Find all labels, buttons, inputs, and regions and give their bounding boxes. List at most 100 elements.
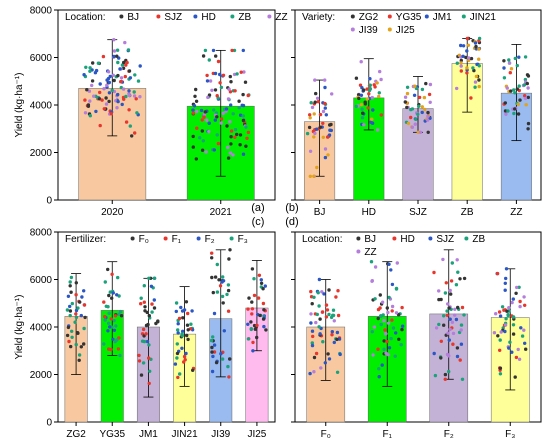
data-point-a-1-48 (205, 73, 209, 78)
data-point-b-1-11 (379, 77, 383, 82)
data-point-d-2-21 (455, 346, 460, 350)
data-point-d-0-11 (310, 341, 314, 345)
data-point-a-1-105 (237, 99, 241, 103)
data-point-c-0-10 (68, 284, 72, 288)
data-point-c-0-23 (69, 290, 73, 294)
data-point-c-5-37 (251, 340, 255, 345)
data-point-c-1-29 (110, 272, 114, 276)
data-point-b-1-43 (354, 104, 358, 109)
legend-marker-b-2 (424, 14, 429, 19)
legend-label-a-4: ZZ (275, 12, 287, 23)
data-point-d-1-37 (390, 282, 395, 287)
data-point-c-5-14 (256, 296, 261, 300)
data-point-b-4-32 (513, 107, 517, 111)
data-point-c-3-13 (175, 342, 179, 346)
data-point-d-0-4 (312, 370, 316, 374)
data-point-c-5-3 (246, 307, 250, 311)
data-point-c-4-11 (215, 262, 219, 267)
data-point-a-1-49 (203, 110, 207, 114)
data-point-c-5-7 (247, 296, 251, 300)
data-point-a-1-61 (215, 133, 219, 137)
panel-tag-d: (d) (285, 216, 298, 228)
data-point-d-0-19 (317, 277, 322, 282)
legend-label-b-2: JM1 (433, 12, 452, 23)
legend-title-a: Location: (65, 12, 106, 23)
data-point-d-2-54 (456, 305, 460, 310)
data-point-c-2-23 (139, 373, 144, 377)
data-point-b-4-45 (516, 112, 521, 116)
data-point-a-1-118 (231, 153, 235, 157)
data-point-a-0-15 (138, 64, 142, 68)
data-point-b-2-44 (406, 121, 411, 126)
data-point-d-1-2 (389, 336, 393, 341)
data-point-b-1-41 (372, 83, 376, 87)
data-point-b-4-3 (518, 98, 522, 102)
data-point-d-3-24 (524, 347, 528, 351)
data-point-b-4-44 (504, 112, 508, 116)
data-point-b-4-27 (515, 63, 519, 68)
data-point-b-0-42 (314, 127, 319, 131)
data-point-c-3-9 (189, 322, 193, 326)
data-point-b-3-38 (465, 36, 470, 41)
panel-d: F₀ F₁ F₂ F₃ Location: BJ HD SJZ ZB ZZ (291, 231, 542, 439)
data-point-a-1-106 (215, 115, 219, 119)
data-point-a-0-96 (110, 88, 114, 93)
data-point-c-3-4 (190, 309, 194, 313)
data-point-c-1-4 (107, 293, 111, 298)
data-point-b-4-34 (517, 55, 521, 59)
data-point-b-3-39 (461, 54, 465, 58)
data-point-c-1-7 (103, 318, 107, 322)
data-point-b-4-42 (503, 101, 507, 105)
data-point-b-4-20 (515, 87, 519, 91)
data-point-d-0-26 (335, 330, 340, 335)
data-point-b-1-28 (365, 87, 369, 91)
data-point-d-2-16 (442, 314, 446, 318)
data-point-c-0-28 (70, 301, 75, 306)
data-point-d-3-48 (499, 330, 503, 334)
data-point-a-0-98 (138, 95, 142, 99)
data-point-d-3-14 (492, 331, 497, 335)
data-point-d-2-48 (458, 277, 462, 281)
data-point-a-0-97 (132, 94, 137, 98)
data-point-b-4-37 (506, 109, 510, 113)
data-point-a-1-99 (199, 108, 204, 113)
data-point-a-0-55 (84, 65, 88, 70)
data-point-c-4-29 (211, 354, 215, 359)
data-point-a-1-35 (202, 112, 206, 117)
data-point-a-1-30 (232, 48, 237, 53)
data-point-b-1-12 (354, 76, 359, 80)
data-point-b-3-19 (465, 66, 469, 70)
panel-tag-a: (a) (251, 202, 264, 214)
data-point-c-5-25 (250, 312, 254, 316)
data-point-c-1-12 (110, 296, 114, 300)
x-tick-label-b-0: BJ (314, 207, 326, 218)
data-point-a-1-26 (233, 135, 237, 139)
data-point-d-0-3 (334, 295, 338, 299)
data-point-d-2-28 (449, 279, 454, 283)
data-point-c-2-19 (142, 339, 147, 344)
data-point-d-0-17 (323, 361, 327, 365)
data-point-d-2-50 (458, 358, 462, 362)
legend-marker-a-1 (156, 14, 161, 19)
data-point-d-1-32 (386, 310, 390, 315)
data-point-b-3-31 (469, 96, 473, 100)
legend-marker-d-3 (464, 236, 469, 241)
data-point-d-3-19 (517, 357, 522, 361)
data-point-b-0-21 (329, 122, 333, 127)
data-point-d-1-18 (382, 339, 386, 343)
data-point-a-0-86 (116, 73, 120, 78)
data-point-b-1-46 (360, 116, 365, 120)
data-point-a-1-19 (216, 141, 221, 146)
data-point-b-4-10 (509, 67, 514, 71)
data-point-c-2-13 (137, 359, 142, 363)
legend-marker-b-4 (350, 27, 355, 32)
data-point-a-0-117 (88, 114, 93, 118)
data-point-d-1-54 (390, 309, 394, 313)
data-point-d-2-3 (445, 309, 449, 313)
data-point-d-0-34 (324, 303, 329, 307)
x-tick-label-c-0: ZG2 (66, 429, 86, 439)
data-point-b-0-4 (323, 85, 327, 90)
data-point-d-2-33 (443, 291, 448, 295)
data-point-c-0-34 (70, 335, 74, 339)
data-point-c-1-39 (118, 353, 122, 358)
